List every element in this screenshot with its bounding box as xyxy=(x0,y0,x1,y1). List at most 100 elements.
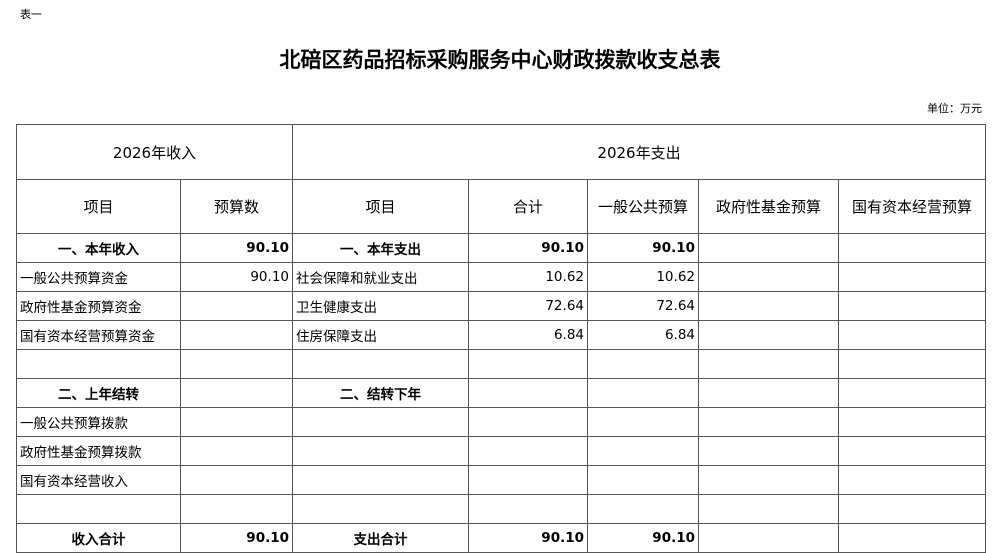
cell-g: 72.64 xyxy=(587,291,699,321)
cell-t xyxy=(468,465,588,495)
cell-g: 10.62 xyxy=(587,262,699,292)
cell-inv xyxy=(180,349,293,379)
cell-g xyxy=(587,407,699,437)
cell-t xyxy=(468,407,588,437)
cell-in xyxy=(16,349,181,379)
table-row: 国有资本经营预算资金 住房保障支出 6.84 6.84 xyxy=(16,320,987,350)
cell-f xyxy=(698,436,839,466)
table-row: 一般公共预算拨款 xyxy=(16,407,987,437)
cell-g xyxy=(587,465,699,495)
cell-ex: 社会保障和就业支出 xyxy=(292,262,469,292)
cell-s xyxy=(837,233,987,263)
cell-inv xyxy=(180,436,293,466)
income-header: 2026年收入 xyxy=(16,124,293,180)
cell-inv xyxy=(180,494,293,524)
cell-g xyxy=(587,436,699,466)
cell-ex: 支出合计 xyxy=(292,523,469,553)
cell-s xyxy=(837,320,987,350)
cell-in: 收入合计 xyxy=(16,523,181,553)
table-row: 政府性基金预算资金 卫生健康支出 72.64 72.64 xyxy=(16,291,987,321)
table-row: 二、上年结转 二、结转下年 xyxy=(16,378,987,408)
cell-in: 一、本年收入 xyxy=(16,233,181,263)
page-title: 北碚区药品招标采购服务中心财政拨款收支总表 xyxy=(279,47,721,72)
col-fund: 政府性基金预算 xyxy=(698,179,839,234)
cell-in: 二、上年结转 xyxy=(16,378,181,408)
cell-in: 政府性基金预算拨款 xyxy=(16,436,181,466)
cell-inv xyxy=(180,291,293,321)
table-row xyxy=(16,349,987,379)
cell-ex xyxy=(292,407,469,437)
cell-in: 一般公共预算资金 xyxy=(16,262,181,292)
cell-ex: 二、结转下年 xyxy=(292,378,469,408)
col-item: 项目 xyxy=(16,179,181,234)
table-row: 国有资本经营收入 xyxy=(16,465,987,495)
cell-inv xyxy=(180,465,293,495)
cell-s xyxy=(837,378,987,408)
col-item2: 项目 xyxy=(292,179,469,234)
cell-s xyxy=(837,349,987,379)
cell-t xyxy=(468,349,588,379)
cell-f xyxy=(698,349,839,379)
cell-ex xyxy=(292,494,469,524)
table-row: 一般公共预算资金 90.10 社会保障和就业支出 10.62 10.62 xyxy=(16,262,987,292)
cell-ex: 卫生健康支出 xyxy=(292,291,469,321)
cell-f xyxy=(698,494,839,524)
cell-t xyxy=(468,436,588,466)
cell-in: 国有资本经营收入 xyxy=(16,465,181,495)
cell-s xyxy=(837,523,987,553)
col-budget: 预算数 xyxy=(180,179,293,234)
cell-f xyxy=(698,407,839,437)
cell-g xyxy=(587,349,699,379)
table-label: 表一 xyxy=(20,8,42,21)
cell-inv xyxy=(180,407,293,437)
cell-t: 10.62 xyxy=(468,262,588,292)
unit-label: 单位：万元 xyxy=(927,102,982,115)
cell-g: 6.84 xyxy=(587,320,699,350)
cell-inv: 90.10 xyxy=(180,262,293,292)
cell-f xyxy=(698,320,839,350)
cell-f xyxy=(698,262,839,292)
cell-t: 90.10 xyxy=(468,233,588,263)
cell-t: 90.10 xyxy=(468,523,588,553)
cell-in: 国有资本经营预算资金 xyxy=(16,320,181,350)
table-row: 一、本年收入 90.10 一、本年支出 90.10 90.10 xyxy=(16,233,987,263)
cell-in: 一般公共预算拨款 xyxy=(16,407,181,437)
cell-f xyxy=(698,233,839,263)
cell-ex: 住房保障支出 xyxy=(292,320,469,350)
cell-s xyxy=(837,494,987,524)
cell-f xyxy=(698,291,839,321)
col-total: 合计 xyxy=(468,179,588,234)
col-state: 国有资本经营预算 xyxy=(837,179,987,234)
budget-table: 2026年收入 2026年支出 项目 预算数 项目 合计 一般公共预算 政府性基金预算 国有资… xyxy=(16,124,987,553)
cell-g xyxy=(587,378,699,408)
cell-g xyxy=(587,494,699,524)
cell-ex: 一、本年支出 xyxy=(292,233,469,263)
cell-f xyxy=(698,378,839,408)
cell-in: 政府性基金预算资金 xyxy=(16,291,181,321)
cell-ex xyxy=(292,349,469,379)
cell-t xyxy=(468,378,588,408)
cell-t xyxy=(468,494,588,524)
cell-g: 90.10 xyxy=(587,233,699,263)
table-row xyxy=(16,494,987,524)
table-row: 收入合计 90.10 支出合计 90.10 90.10 xyxy=(16,523,987,553)
cell-t: 72.64 xyxy=(468,291,588,321)
cell-ex xyxy=(292,436,469,466)
cell-inv xyxy=(180,320,293,350)
expense-header: 2026年支出 xyxy=(291,124,987,180)
cell-f xyxy=(698,465,839,495)
cell-inv: 90.10 xyxy=(180,233,293,263)
cell-inv xyxy=(180,378,293,408)
cell-s xyxy=(837,407,987,437)
col-general: 一般公共预算 xyxy=(587,179,699,234)
cell-s xyxy=(837,465,987,495)
cell-s xyxy=(837,262,987,292)
cell-s xyxy=(837,291,987,321)
cell-ex xyxy=(292,465,469,495)
cell-g: 90.10 xyxy=(587,523,699,553)
cell-s xyxy=(837,436,987,466)
cell-f xyxy=(698,523,839,553)
table-row: 政府性基金预算拨款 xyxy=(16,436,987,466)
cell-t: 6.84 xyxy=(468,320,588,350)
cell-in xyxy=(16,494,181,524)
